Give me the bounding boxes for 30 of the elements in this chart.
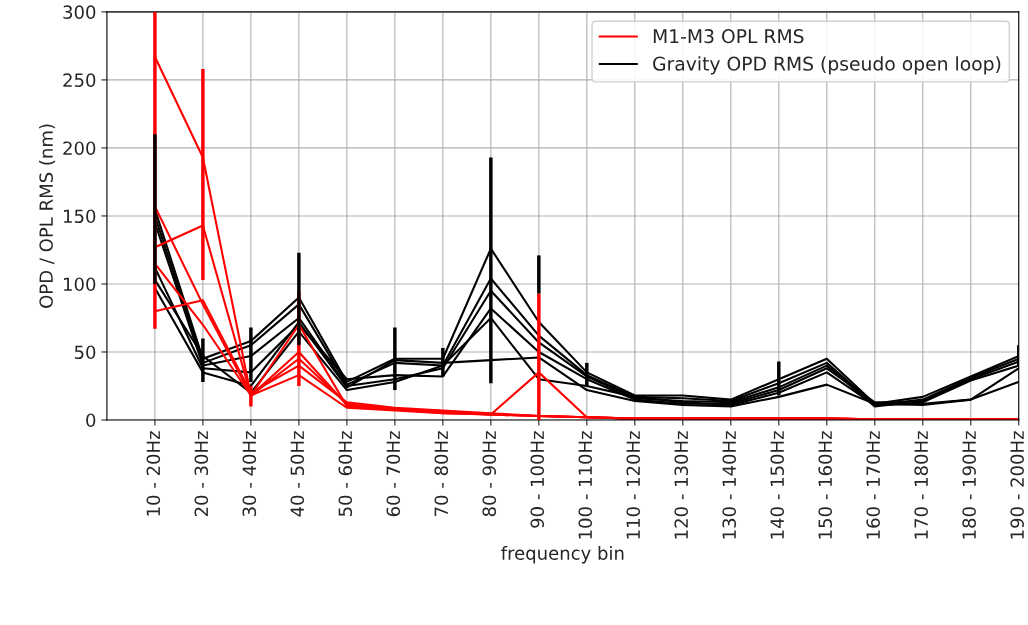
x-tick-label: 110 - 120Hz [626, 431, 641, 539]
x-tick-label: 40 - 50Hz [290, 431, 305, 517]
x-tick-label: 70 - 80Hz [434, 431, 449, 516]
y-tick-label: 250 [63, 73, 96, 88]
legend-label: M1-M3 OPL RMS [653, 29, 804, 44]
x-tick-label: 130 - 140Hz [722, 431, 737, 539]
x-tick-label: 10 - 20Hz [146, 431, 161, 516]
x-tick-label: 170 - 180Hz [914, 431, 928, 539]
x-tick-label: 20 - 30Hz [194, 431, 209, 517]
y-tick-label: 300 [63, 5, 96, 19]
x-tick-label: 140 - 150Hz [770, 431, 785, 539]
x-tick-label: 160 - 170Hz [866, 431, 881, 539]
y-tick-label: 0 [86, 413, 96, 428]
x-tick-label: 100 - 110Hz [578, 431, 593, 539]
x-tick-label: 180 - 190Hz [962, 431, 976, 539]
x-tick-label: 120 - 130Hz [674, 431, 689, 539]
y-tick-label: 50 [74, 345, 96, 360]
x-tick-label: 60 - 70Hz [386, 431, 401, 517]
y-axis-title: OPD / OPL RMS (nm) [39, 124, 56, 308]
y-tick-label: 100 [64, 277, 96, 292]
x-axis-title: frequency bin [501, 545, 624, 564]
x-tick-label: 190 - 200Hz [1010, 431, 1024, 539]
x-tick-label: 80 - 90Hz [482, 431, 497, 517]
x-tick-label: 150 - 160Hz [818, 431, 833, 539]
x-tick-label: 50 - 60Hz [338, 431, 353, 517]
legend-label: Gravity OPD RMS (pseudo open loop) [653, 56, 1001, 75]
x-tick-label: 90 - 100Hz [530, 431, 545, 528]
y-tick-label: 200 [63, 141, 96, 156]
y-tick-label: 150 [64, 209, 96, 224]
x-tick-label: 30 - 40Hz [242, 431, 257, 517]
